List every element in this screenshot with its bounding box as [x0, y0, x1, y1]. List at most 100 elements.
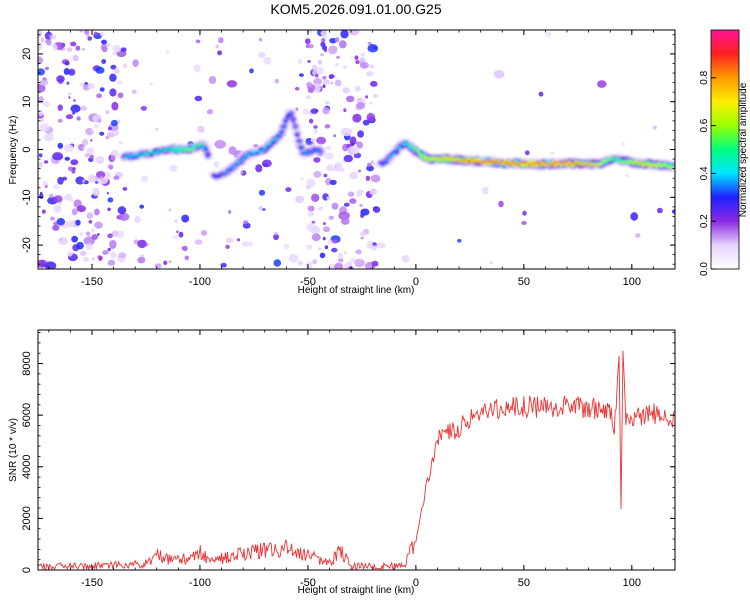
snr-line [38, 350, 675, 570]
noise-speckle [139, 204, 145, 209]
noise-speckle [66, 81, 70, 85]
noise-speckle [137, 239, 147, 249]
noise-speckle [359, 204, 363, 207]
noise-speckle [87, 83, 96, 90]
noise-speckle [367, 41, 372, 46]
noise-speckle [38, 68, 45, 76]
noise-speckle [206, 109, 212, 115]
noise-speckle [97, 118, 102, 124]
noise-speckle [117, 80, 123, 85]
noise-speckle [81, 48, 85, 51]
noise-speckle [313, 128, 318, 134]
noise-speckle [320, 41, 326, 47]
ridge-cell [150, 150, 154, 153]
ridge-cell [284, 122, 288, 125]
noise-speckle [154, 128, 159, 131]
noise-speckle [85, 231, 91, 237]
noise-speckle [248, 241, 253, 247]
ridge-cell [196, 144, 200, 147]
noise-speckle [38, 153, 43, 158]
noise-speckle [215, 44, 219, 49]
ridge-cell [398, 147, 402, 150]
noise-speckle [546, 31, 552, 37]
ridge-cell [295, 132, 300, 137]
ridge-cell [173, 148, 177, 151]
ridge-cell [295, 131, 299, 134]
spectrogram-noise-speckle [38, 30, 675, 269]
noise-speckle [76, 116, 81, 121]
noise-speckle [323, 222, 326, 226]
noise-speckle [68, 96, 71, 99]
spectrogram-x-axis: -150 -100 -50 0 50 100 [48, 30, 676, 288]
y-tick-label: 2000 [21, 506, 33, 530]
noise-speckle [118, 252, 127, 259]
noise-speckle [333, 134, 337, 138]
snr-x-axis: -150 -100 -50 0 50 100 [48, 330, 676, 589]
noise-speckle [324, 152, 334, 160]
noise-speckle [73, 99, 76, 102]
ridge-cell [206, 156, 210, 159]
noise-speckle [71, 208, 78, 216]
ridge-cell [247, 154, 251, 157]
noise-speckle [68, 57, 71, 61]
ridge-cell [639, 160, 643, 163]
ridge-cell [636, 160, 639, 163]
ridge-cell [385, 159, 389, 162]
noise-speckle [367, 44, 379, 53]
ridge-cell [294, 126, 297, 129]
noise-speckle [80, 250, 87, 257]
noise-speckle [225, 244, 230, 249]
noise-speckle [369, 101, 373, 105]
noise-speckle [258, 37, 263, 42]
noise-speckle [657, 207, 663, 214]
y-tick-label: 8000 [21, 351, 33, 375]
ridge-cell [316, 147, 322, 151]
noise-speckle [493, 69, 505, 79]
noise-speckle [106, 191, 109, 195]
x-tick-label: 0 [413, 577, 419, 589]
noise-speckle [365, 175, 371, 181]
noise-speckle [110, 155, 116, 162]
ridge-cell [579, 161, 583, 164]
noise-speckle [317, 247, 322, 251]
ridge-cell [453, 157, 457, 160]
noise-speckle [141, 175, 149, 183]
snr-series [38, 350, 675, 570]
x-tick-label: -100 [189, 276, 211, 288]
noise-speckle [300, 177, 304, 181]
ridge-cell [144, 152, 148, 155]
ridge-cell [554, 161, 558, 164]
noise-speckle [92, 257, 95, 261]
ridge-cell [463, 157, 466, 160]
ridge-cell [653, 163, 657, 166]
noise-speckle [313, 78, 322, 86]
ridge-cell [655, 165, 659, 168]
noise-speckle [362, 119, 370, 126]
ridge-cell [124, 155, 128, 158]
colorbar-tick-label: 0.6 [699, 118, 710, 132]
y-tick-label: 6000 [21, 403, 33, 427]
ridge-cell [556, 164, 560, 167]
x-tick-label: -150 [81, 577, 103, 589]
noise-speckle [322, 236, 326, 241]
ridge-cell [261, 150, 264, 153]
ridge-cell [645, 163, 649, 166]
noise-speckle [64, 61, 70, 66]
noise-speckle [57, 118, 63, 123]
noise-speckle [360, 231, 367, 236]
noise-speckle [122, 187, 128, 191]
noise-speckle [168, 260, 172, 263]
ridge-cell [608, 159, 612, 162]
spectrogram-y-label: Frequency (Hz) [8, 116, 19, 185]
ridge-cell [239, 159, 243, 162]
noise-speckle [369, 188, 378, 195]
noise-speckle [57, 104, 63, 111]
noise-speckle [107, 207, 111, 212]
noise-speckle [357, 169, 362, 173]
noise-speckle [90, 129, 94, 133]
noise-speckle [214, 139, 226, 149]
noise-speckle [329, 179, 337, 186]
noise-speckle [359, 258, 363, 262]
noise-speckle [522, 210, 527, 216]
